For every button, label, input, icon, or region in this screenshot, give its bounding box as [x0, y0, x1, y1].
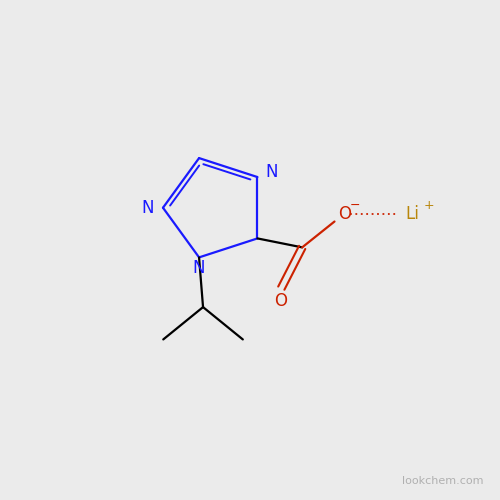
Text: N: N: [193, 260, 205, 278]
Text: O: O: [274, 292, 287, 310]
Text: O: O: [338, 205, 351, 223]
Text: −: −: [350, 198, 360, 211]
Text: N: N: [265, 163, 278, 181]
Text: +: +: [424, 198, 434, 211]
Text: lookchem.com: lookchem.com: [402, 476, 483, 486]
Text: Li: Li: [406, 205, 419, 223]
Text: N: N: [142, 198, 154, 216]
